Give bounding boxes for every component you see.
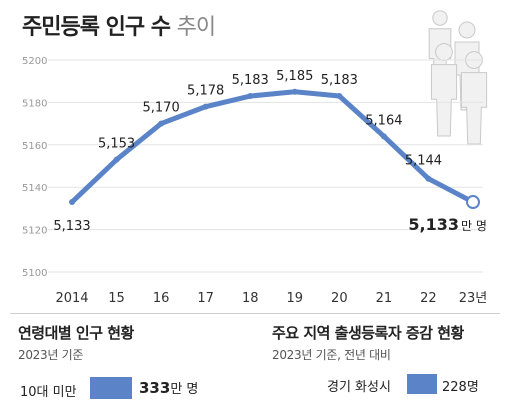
data-point — [466, 195, 480, 210]
data-label: 5,170 — [143, 101, 180, 116]
age-row-number: 333 — [139, 379, 171, 397]
data-point — [158, 120, 165, 127]
data-label: 5,144 — [405, 154, 442, 169]
title-light: 추이 — [176, 15, 216, 40]
age-row-label: 10대 미만 — [20, 385, 77, 400]
series-line — [69, 89, 476, 205]
x-tick-label: 17 — [197, 291, 214, 306]
data-label: 5,133 — [53, 219, 90, 234]
x-tick-label: 22 — [420, 291, 437, 306]
data-label: 5,153 — [98, 137, 135, 152]
age-row-unit: 만 명 — [170, 382, 199, 397]
y-tick-label: 5120 — [22, 226, 47, 237]
y-tick-label: 5200 — [22, 56, 47, 67]
x-tick-label: 18 — [242, 291, 259, 306]
age-row-value: 333만 명 — [139, 378, 198, 397]
data-point — [380, 133, 387, 140]
region-section-subtitle: 2023년 기준, 전년 대비 — [272, 348, 391, 362]
x-axis: 2014 15 16 17 18 19 20 21 22 23년 — [55, 291, 487, 306]
series-line-layer — [69, 89, 476, 205]
data-label: 5,164 — [365, 113, 402, 128]
data-point — [202, 103, 209, 110]
chart-title: 주민등록 인구 수 추이 — [22, 9, 216, 41]
x-tick-label: 16 — [153, 291, 170, 306]
age-row-bar — [90, 377, 132, 399]
section-divider — [10, 313, 500, 314]
y-tick-label: 5140 — [22, 183, 47, 194]
data-label: 5,178 — [187, 84, 224, 99]
data-label: 5,133 — [408, 215, 459, 234]
x-tick-label: 21 — [376, 291, 393, 306]
x-tick-label: 20 — [331, 291, 348, 306]
data-point — [291, 88, 298, 95]
region-row-label: 경기 화성시 — [327, 380, 391, 395]
data-point — [336, 93, 343, 100]
chart-grid — [48, 59, 483, 273]
x-tick-label: 23년 — [459, 291, 488, 306]
region-row-bar — [407, 374, 437, 394]
region-section-heading: 주요 지역 출생등록자 증감 현황 — [272, 324, 464, 342]
data-point — [69, 199, 75, 206]
data-label: 5,185 — [276, 69, 313, 84]
y-axis: 5100 5120 5140 5160 5180 5200 — [22, 56, 47, 279]
data-point — [247, 93, 254, 100]
title-main: 주민등록 인구 수 — [22, 15, 171, 40]
data-label: 5,183 — [232, 73, 269, 88]
y-tick-label: 5180 — [22, 98, 47, 109]
region-row-value: 228명 — [442, 380, 479, 395]
data-label-unit: 만 명 — [461, 219, 487, 233]
x-tick-label: 15 — [108, 291, 125, 306]
x-tick-label: 2014 — [55, 291, 88, 306]
age-section-heading: 연령대별 인구 현황 — [18, 324, 134, 342]
data-point — [113, 156, 120, 163]
people-group-icon — [428, 10, 488, 145]
series-points-layer — [69, 88, 480, 210]
data-label: 5,183 — [321, 73, 358, 88]
x-tick-label: 19 — [287, 291, 304, 306]
y-tick-label: 5100 — [22, 268, 47, 279]
age-section-subtitle: 2023년 기준 — [18, 348, 84, 362]
data-labels-layer: 5,133 5,153 5,170 5,178 5,183 5,185 5,183 5,164… — [53, 69, 487, 234]
y-tick-label: 5160 — [22, 141, 47, 152]
data-point — [425, 175, 432, 182]
